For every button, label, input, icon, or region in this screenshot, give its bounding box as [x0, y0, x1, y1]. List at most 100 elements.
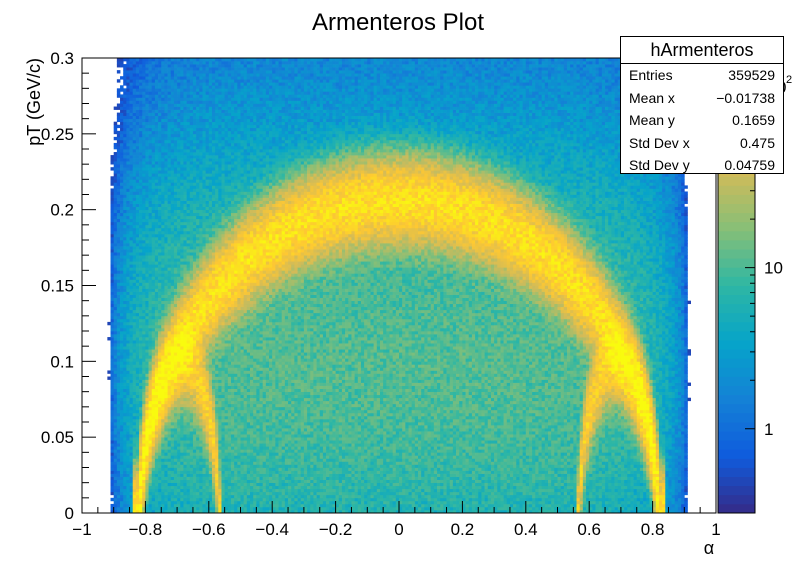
heatmap-cell [142, 425, 146, 429]
heatmap-cell [211, 300, 216, 305]
heatmap-cell [110, 358, 115, 362]
heatmap-cell [113, 449, 118, 453]
heatmap-cell [161, 133, 165, 138]
heatmap-cell [135, 400, 140, 405]
heatmap-cell [126, 130, 130, 135]
heatmap-cell [139, 482, 143, 487]
heatmap-cell [183, 188, 187, 192]
heatmap-cell [135, 188, 140, 192]
heatmap-cell [113, 124, 118, 129]
heatmap-cell [113, 443, 118, 447]
heatmap-cell [148, 318, 153, 323]
heatmap-cell [113, 306, 118, 311]
heatmap-cell [139, 364, 143, 368]
heatmap-cell [189, 79, 194, 83]
heatmap-cell [113, 379, 118, 383]
heatmap-cell [139, 106, 143, 110]
heatmap-cell [167, 288, 172, 292]
heatmap-cell [189, 161, 194, 165]
heatmap-cell [154, 158, 159, 162]
heatmap-cell [205, 76, 210, 80]
heatmap-cell [183, 145, 187, 150]
heatmap-cell [173, 361, 178, 365]
heatmap-cell [183, 458, 187, 462]
heatmap-cell [202, 334, 206, 338]
heatmap-cell [199, 352, 203, 356]
heatmap-cell [205, 170, 210, 174]
heatmap-cell [135, 449, 140, 453]
heatmap-cell [215, 264, 219, 268]
heatmap-cell [205, 115, 210, 120]
heatmap-cell [110, 497, 115, 502]
heatmap-cell [202, 376, 206, 380]
heatmap-cell [196, 152, 200, 156]
heatmap-cell [126, 267, 130, 271]
heatmap-cell [211, 440, 216, 444]
heatmap-cell [180, 288, 184, 292]
heatmap-cell [120, 258, 124, 262]
heatmap-cell [126, 273, 130, 277]
heatmap-cell [208, 179, 213, 183]
heatmap-cell [164, 246, 168, 250]
heatmap-cell [132, 200, 137, 204]
heatmap-cell [208, 428, 213, 432]
heatmap-cell [148, 97, 153, 101]
heatmap-cell [199, 503, 203, 508]
heatmap-cell [110, 476, 115, 480]
heatmap-cell [120, 352, 124, 356]
heatmap-cell [211, 167, 216, 171]
heatmap-cell [139, 261, 143, 265]
heatmap-cell [126, 358, 130, 362]
heatmap-cell [202, 385, 206, 389]
heatmap-cell [215, 355, 219, 359]
heatmap-cell [199, 185, 203, 189]
heatmap-cell [215, 182, 219, 186]
heatmap-cell [211, 230, 216, 235]
heatmap-cell [158, 434, 162, 438]
heatmap-cell [196, 476, 200, 480]
heatmap-cell [161, 437, 165, 441]
heatmap-cell [158, 173, 162, 177]
heatmap-cell [113, 282, 118, 286]
heatmap-cell [113, 170, 118, 174]
heatmap-cell [126, 139, 130, 144]
heatmap-cell [208, 133, 213, 138]
heatmap-cell [123, 64, 127, 68]
heatmap-cell [151, 106, 156, 110]
heatmap-cell [202, 279, 206, 283]
heatmap-cell [148, 115, 153, 120]
heatmap-cell [186, 331, 191, 335]
heatmap-cell [139, 173, 143, 177]
heatmap-cell [158, 252, 162, 256]
heatmap-cell [110, 394, 115, 399]
heatmap-cell [158, 109, 162, 113]
heatmap-cell [123, 121, 127, 126]
heatmap-cell [189, 82, 194, 86]
heatmap-cell [177, 500, 181, 505]
heatmap-cell [211, 425, 216, 429]
heatmap-cell [116, 233, 121, 238]
heatmap-cell [129, 306, 134, 311]
heatmap-cell [215, 285, 219, 289]
heatmap-cell [208, 188, 213, 192]
heatmap-cell [120, 327, 124, 332]
heatmap-cell [158, 112, 162, 116]
heatmap-cell [161, 412, 165, 417]
heatmap-cell [186, 273, 191, 277]
heatmap-cell [158, 306, 162, 311]
heatmap-cell [116, 258, 121, 262]
heatmap-cell [192, 191, 197, 195]
heatmap-cell [180, 491, 184, 496]
heatmap-cell [167, 97, 172, 101]
heatmap-cell [113, 276, 118, 280]
heatmap-cell [211, 194, 216, 198]
heatmap-cell [120, 428, 124, 432]
heatmap-cell [199, 176, 203, 180]
heatmap-cell [170, 267, 175, 271]
heatmap-cell [142, 479, 146, 484]
heatmap-cell [180, 203, 184, 207]
heatmap-cell [192, 458, 197, 462]
heatmap-cell [208, 376, 213, 380]
heatmap-cell [170, 327, 175, 332]
heatmap-cell [186, 118, 191, 123]
